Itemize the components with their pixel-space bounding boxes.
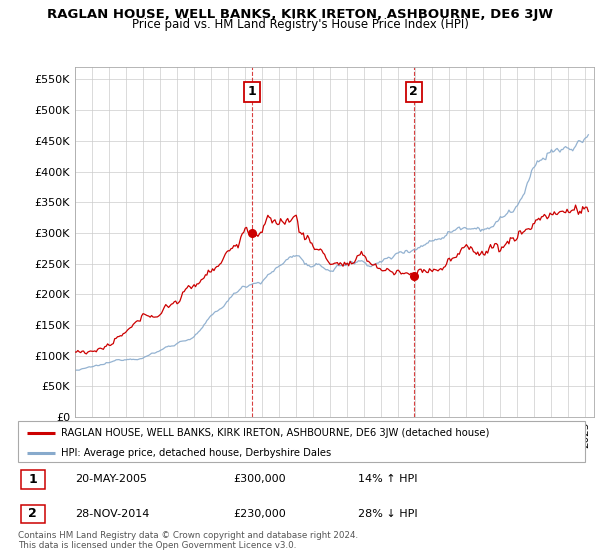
Text: Contains HM Land Registry data © Crown copyright and database right 2024.
This d: Contains HM Land Registry data © Crown c… — [18, 531, 358, 550]
FancyBboxPatch shape — [21, 470, 44, 489]
FancyBboxPatch shape — [21, 505, 44, 523]
Text: £300,000: £300,000 — [233, 474, 286, 484]
Text: £230,000: £230,000 — [233, 509, 286, 519]
Text: 1: 1 — [28, 473, 37, 486]
Text: RAGLAN HOUSE, WELL BANKS, KIRK IRETON, ASHBOURNE, DE6 3JW: RAGLAN HOUSE, WELL BANKS, KIRK IRETON, A… — [47, 8, 553, 21]
Text: 28-NOV-2014: 28-NOV-2014 — [75, 509, 149, 519]
Text: 28% ↓ HPI: 28% ↓ HPI — [358, 509, 418, 519]
Text: RAGLAN HOUSE, WELL BANKS, KIRK IRETON, ASHBOURNE, DE6 3JW (detached house): RAGLAN HOUSE, WELL BANKS, KIRK IRETON, A… — [61, 428, 489, 437]
FancyBboxPatch shape — [18, 421, 585, 462]
Text: Price paid vs. HM Land Registry's House Price Index (HPI): Price paid vs. HM Land Registry's House … — [131, 18, 469, 31]
Text: 2: 2 — [409, 85, 418, 98]
Text: 2: 2 — [28, 507, 37, 520]
Text: HPI: Average price, detached house, Derbyshire Dales: HPI: Average price, detached house, Derb… — [61, 448, 331, 458]
Text: 20-MAY-2005: 20-MAY-2005 — [75, 474, 146, 484]
Text: 14% ↑ HPI: 14% ↑ HPI — [358, 474, 418, 484]
Text: 1: 1 — [247, 85, 256, 98]
